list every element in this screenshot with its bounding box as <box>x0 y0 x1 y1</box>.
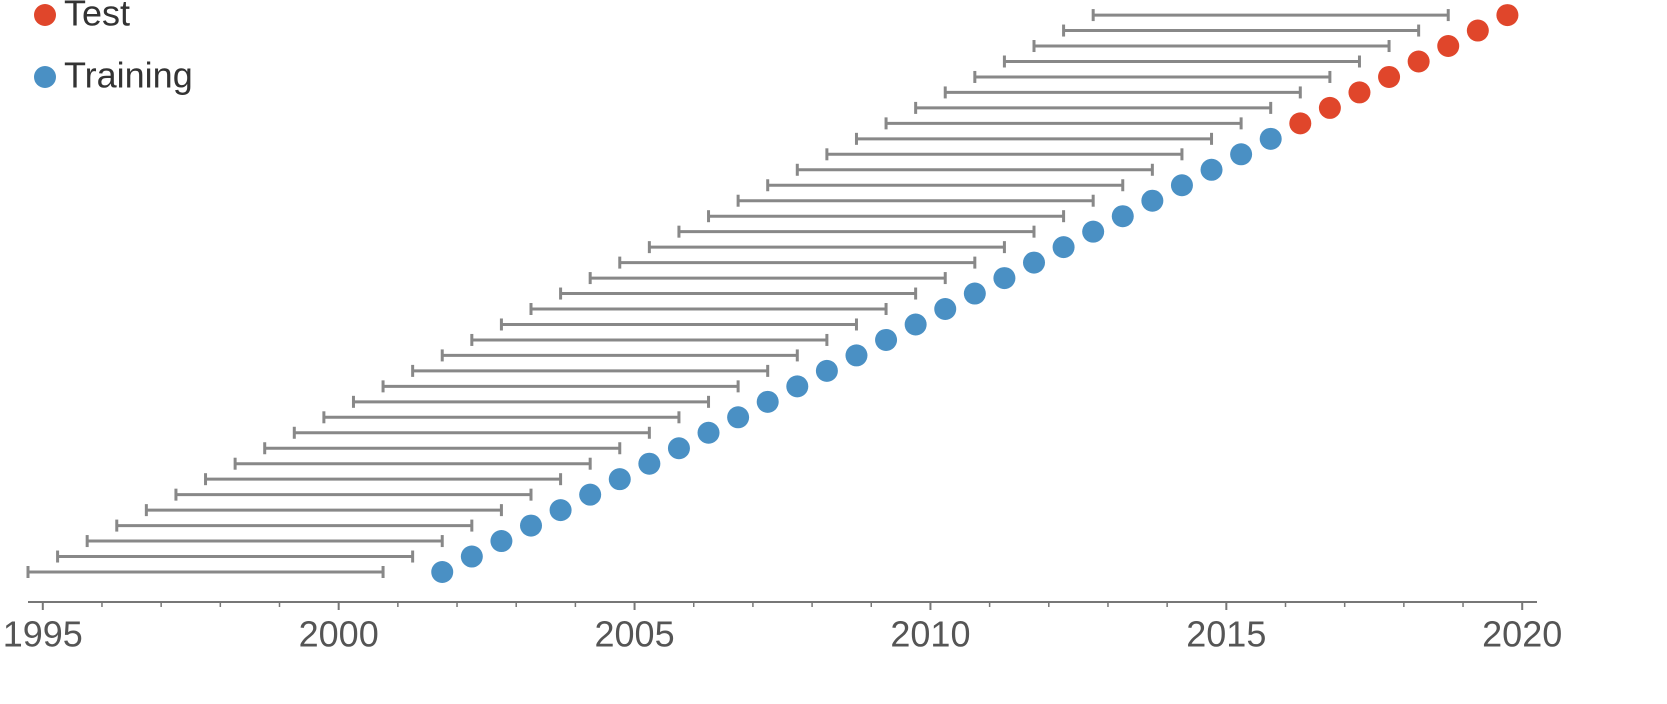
dot <box>1318 96 1341 119</box>
dot <box>1023 251 1045 274</box>
dot <box>993 267 1016 290</box>
legend-label: Test <box>64 0 130 34</box>
dot <box>934 298 957 321</box>
dot <box>1378 65 1401 88</box>
dot <box>904 313 927 336</box>
dot <box>1141 189 1164 212</box>
x-tick-label: 2015 <box>1186 614 1266 655</box>
dot <box>490 530 513 553</box>
dot <box>756 390 779 413</box>
dot <box>1082 220 1105 243</box>
dot <box>963 282 986 305</box>
x-tick-label: 1995 <box>3 614 83 655</box>
dot <box>875 328 898 351</box>
dot <box>1170 174 1193 197</box>
dot <box>727 406 750 429</box>
dot <box>549 499 572 522</box>
legend-marker <box>34 66 56 88</box>
dot <box>845 344 868 367</box>
x-tick-label: 2000 <box>299 614 379 655</box>
dot <box>638 452 661 475</box>
dot <box>1496 4 1519 27</box>
dot <box>1052 236 1075 259</box>
dot <box>1200 158 1223 181</box>
dot <box>1259 127 1282 150</box>
dot <box>608 468 631 491</box>
legend-marker <box>34 4 56 26</box>
dot <box>1407 50 1430 73</box>
dot <box>579 483 602 506</box>
x-tick-label: 2005 <box>595 614 675 655</box>
dot <box>1437 35 1460 58</box>
legend-label: Training <box>64 55 193 96</box>
x-tick-label: 2010 <box>890 614 970 655</box>
x-tick-label: 2020 <box>1482 614 1562 655</box>
dot <box>1466 19 1489 42</box>
dot <box>431 561 454 583</box>
dot <box>460 545 483 568</box>
dot <box>1289 112 1312 135</box>
dot <box>815 359 838 382</box>
dot <box>1230 143 1253 166</box>
dot <box>667 437 690 460</box>
dot <box>1111 205 1134 228</box>
dot <box>697 421 720 444</box>
dot <box>1348 81 1371 104</box>
dot <box>786 375 809 398</box>
dot <box>520 514 542 537</box>
